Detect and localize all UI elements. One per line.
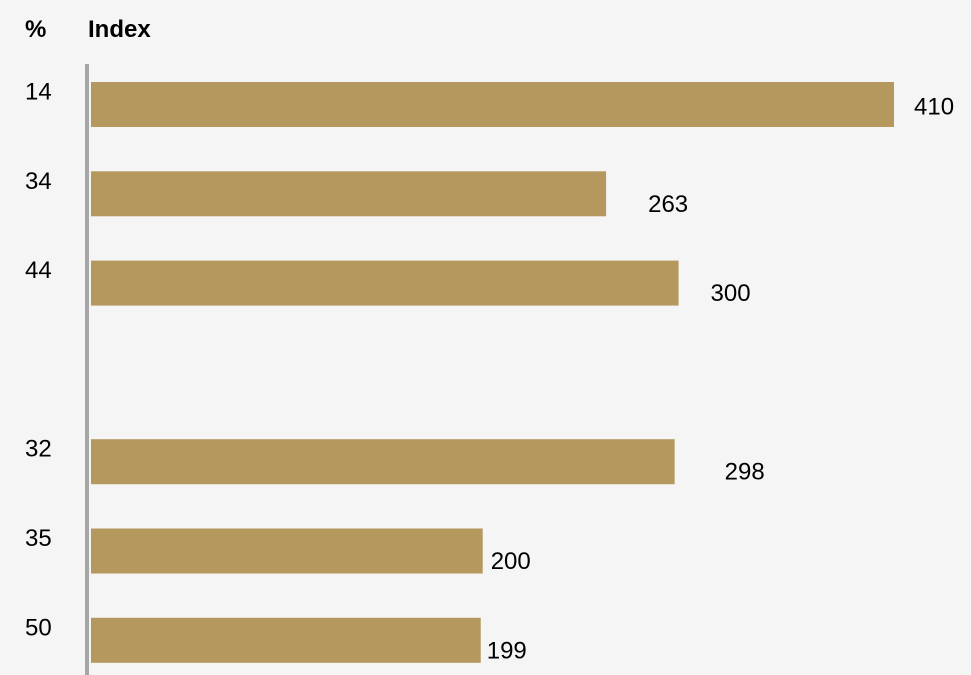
percent-label: 32	[25, 436, 52, 463]
value-label: 300	[711, 280, 751, 307]
value-label: 199	[487, 637, 527, 664]
bar-rows: 14 410 34 263 44 300 32 298 35 200 50 199	[25, 79, 954, 665]
bar	[91, 528, 483, 574]
y-axis-line	[85, 64, 89, 675]
index-header: Index	[88, 16, 151, 43]
bar	[91, 82, 894, 127]
value-label: 200	[491, 548, 531, 575]
percent-header: %	[25, 16, 46, 43]
value-label: 298	[725, 459, 765, 486]
percent-label: 50	[25, 614, 52, 641]
value-label: 410	[914, 94, 954, 121]
percent-label: 14	[25, 79, 52, 106]
percent-label: 35	[25, 525, 52, 552]
bar	[91, 439, 675, 485]
percent-label: 34	[25, 168, 52, 195]
bar	[91, 617, 481, 663]
value-label: 263	[648, 191, 688, 218]
bar	[91, 171, 607, 217]
percent-label: 44	[25, 257, 52, 284]
bar	[91, 260, 679, 306]
